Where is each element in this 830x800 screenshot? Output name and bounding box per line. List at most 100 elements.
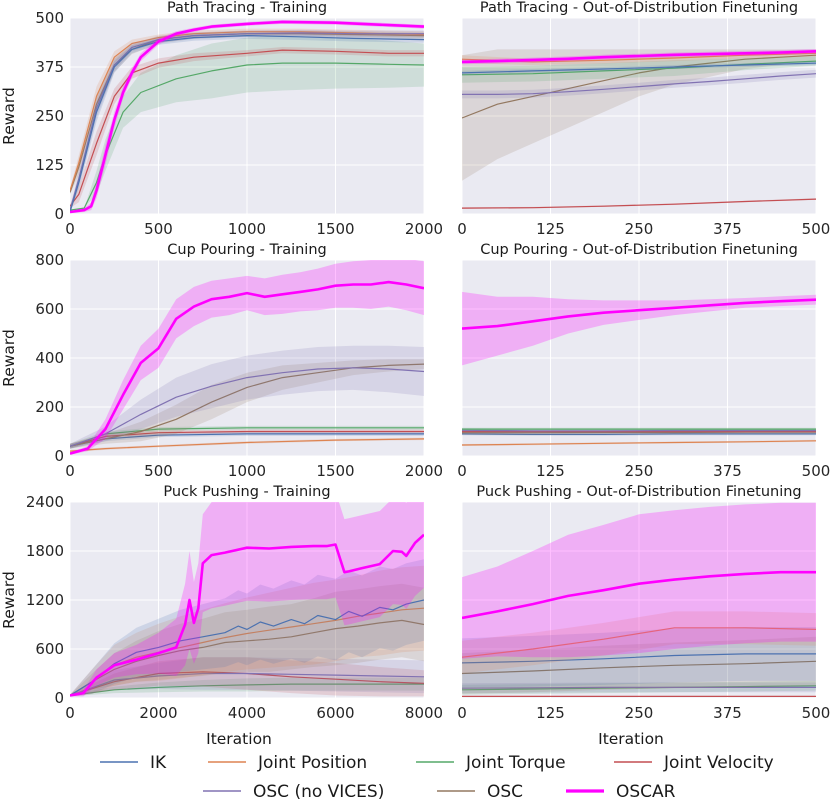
y-axis-label: Reward: [0, 571, 18, 629]
series-band-oscar: [70, 502, 424, 697]
legend-label-joint-torque: Joint Torque: [465, 753, 566, 773]
series-band-oscnv: [70, 345, 424, 449]
series-band-jv: [70, 657, 424, 697]
series-line-ik: [462, 653, 816, 664]
legend-label-joint-velocity: Joint Velocity: [663, 753, 774, 773]
x-tick-label: 0: [65, 704, 75, 722]
chart-panel: Path Tracing - Training 0 500 1000 1500 2000 0…: [0, 0, 443, 238]
legend-label-oscar: OSCAR: [616, 782, 676, 800]
x-tick-label: 125: [536, 462, 565, 480]
series-line-oscnv: [462, 429, 816, 432]
x-tick-label: 500: [144, 220, 173, 238]
series-line-oscar: [70, 533, 424, 697]
y-tick-label: 600: [35, 300, 64, 318]
x-tick-label: 1000: [228, 462, 266, 480]
chart-title: Path Tracing - Out-of-Distribution Finet…: [480, 0, 798, 16]
x-tick-label: 250: [625, 220, 654, 238]
series-band-osc: [70, 583, 424, 697]
series-line-osc: [462, 431, 816, 434]
series-band-osc: [462, 636, 816, 694]
series-band-ik: [70, 432, 424, 449]
panels: Path Tracing - Training 0 500 1000 1500 2000 0…: [0, 0, 830, 748]
y-axis-label: Reward: [0, 87, 18, 145]
x-tick-label: 1500: [316, 220, 354, 238]
x-tick-label: 2000: [405, 462, 443, 480]
y-tick-label: 500: [35, 9, 64, 27]
x-tick-label: 500: [802, 220, 830, 238]
series-line-jv: [70, 430, 424, 447]
x-tick-label: 375: [713, 704, 742, 722]
y-tick-label: 0: [54, 205, 64, 223]
series-band-jt: [70, 35, 424, 211]
series-line-jp: [70, 438, 424, 452]
series-line-oscnv: [462, 73, 816, 96]
series-band-ik: [70, 559, 424, 697]
x-tick-label: 500: [144, 462, 173, 480]
series-line-jv: [70, 49, 424, 207]
series-band-jp: [70, 437, 424, 453]
series-line-jp: [462, 627, 816, 658]
chart-title: Puck Pushing - Training: [163, 484, 330, 500]
x-tick-label: 4000: [228, 704, 266, 722]
series-line-oscnv: [70, 32, 424, 211]
x-axis-label: Iteration: [598, 730, 664, 748]
y-tick-label: 0: [54, 689, 64, 707]
y-tick-label: 2400: [26, 493, 64, 511]
series-line-oscar: [462, 50, 816, 64]
series-line-oscnv: [70, 672, 424, 697]
chart-title: Path Tracing - Training: [167, 0, 327, 16]
chart-panel: Cup Pouring - Training 0 500 1000 1500 2000 0 2…: [0, 242, 443, 480]
legend-label-ik: IK: [150, 753, 167, 773]
x-tick-label: 250: [625, 462, 654, 480]
series-line-oscar: [462, 570, 816, 620]
legend: IK Joint Position Joint Torque Joint Vel…: [100, 753, 774, 800]
x-tick-label: 2000: [139, 704, 177, 722]
x-tick-label: 500: [802, 462, 830, 480]
series-line-oscar: [462, 298, 816, 330]
series-line-osc: [462, 660, 816, 675]
chart-panel: Path Tracing - Out-of-Distribution Finet…: [457, 0, 830, 238]
series-band-oscnv: [70, 657, 424, 697]
series-band-jv: [70, 429, 424, 449]
x-tick-label: 250: [625, 704, 654, 722]
x-tick-label: 2000: [405, 220, 443, 238]
series-band-oscnv: [462, 69, 816, 99]
x-tick-label: 125: [536, 220, 565, 238]
chart-title: Puck Pushing - Out-of-Distribution Finet…: [476, 484, 801, 500]
x-tick-label: 125: [536, 704, 565, 722]
x-tick-label: 0: [65, 462, 75, 480]
series-band-oscar: [70, 260, 424, 455]
x-axis-label: Iteration: [206, 730, 272, 748]
x-tick-label: 0: [457, 704, 467, 722]
series-line-jp: [462, 440, 816, 446]
x-tick-label: 8000: [405, 704, 443, 722]
x-tick-label: 375: [713, 220, 742, 238]
chart-panel: Puck Pushing - Out-of-Distribution Finet…: [457, 484, 830, 748]
y-axis-label: Reward: [0, 329, 18, 387]
chart-title: Cup Pouring - Out-of-Distribution Finetu…: [480, 242, 798, 258]
y-tick-label: 250: [35, 107, 64, 125]
y-tick-label: 600: [35, 640, 64, 658]
x-tick-label: 6000: [316, 704, 354, 722]
x-tick-label: 500: [802, 704, 830, 722]
x-tick-label: 0: [457, 220, 467, 238]
legend-label-osc-no-vices: OSC (no VICES): [253, 782, 384, 800]
y-tick-label: 1800: [26, 542, 64, 560]
series-line-ik: [462, 62, 816, 74]
chart-panel: Cup Pouring - Out-of-Distribution Finetu…: [457, 242, 830, 480]
y-tick-label: 800: [35, 251, 64, 269]
series-line-jt: [70, 683, 424, 697]
y-tick-label: 125: [35, 156, 64, 174]
series-line-oscar: [70, 20, 424, 214]
y-tick-label: 0: [54, 447, 64, 465]
x-tick-label: 1000: [228, 220, 266, 238]
series-band-jp: [462, 611, 816, 674]
series-line-osc: [70, 619, 424, 697]
series-line-jp: [70, 31, 424, 191]
series-band-oscar: [462, 291, 816, 366]
x-tick-label: 375: [713, 462, 742, 480]
series-line-osc: [462, 54, 816, 119]
legend-label-joint-position: Joint Position: [257, 753, 367, 773]
